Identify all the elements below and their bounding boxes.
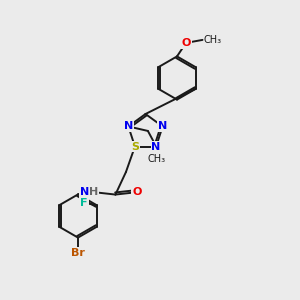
Text: H: H <box>85 187 92 197</box>
Text: O: O <box>132 187 142 197</box>
Text: N: N <box>158 122 167 131</box>
Text: H: H <box>88 187 96 197</box>
Text: Br: Br <box>71 248 85 258</box>
Text: F: F <box>80 198 88 208</box>
Text: H: H <box>89 187 98 197</box>
Text: S: S <box>131 142 139 152</box>
Text: N: N <box>80 187 89 197</box>
Text: CH₃: CH₃ <box>204 35 222 45</box>
Text: O: O <box>181 38 191 48</box>
Text: CH₃: CH₃ <box>147 154 165 164</box>
Text: N: N <box>124 122 133 131</box>
Text: N: N <box>152 142 161 152</box>
